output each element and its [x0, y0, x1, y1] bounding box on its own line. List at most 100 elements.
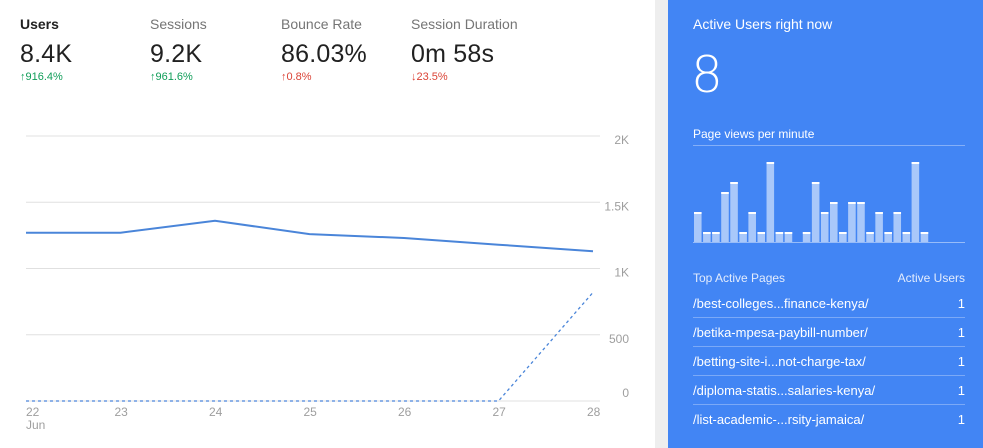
pageview-bar: [775, 232, 784, 242]
pageview-bar: [893, 212, 902, 242]
pageviews-bar-chart: [694, 162, 929, 242]
x-tick-label: 24: [209, 405, 223, 419]
y-tick-label: 2K: [614, 133, 629, 147]
pageview-bar: [712, 232, 720, 242]
page-path-link[interactable]: /list-academic-...rsity-jamaica/: [693, 412, 865, 427]
pageview-bar: [730, 182, 738, 242]
pageview-bar-cap: [920, 232, 929, 234]
x-tick-label: 23: [115, 405, 129, 419]
pageview-bar-cap: [748, 212, 756, 214]
metric-value: 8.4K: [20, 40, 73, 68]
y-tick-label: 1K: [614, 266, 629, 280]
pageview-bar-cap: [811, 182, 820, 184]
panel-divider: [655, 0, 668, 448]
pageview-bar-cap: [775, 232, 784, 234]
x-tick-label: 22: [26, 405, 40, 419]
x-tick-label: 28: [587, 405, 601, 419]
page-path-link[interactable]: /best-colleges...finance-kenya/: [693, 295, 869, 311]
pageview-bar-cap: [893, 212, 902, 214]
active-users-count: 8: [691, 46, 723, 104]
pageview-bar: [884, 232, 892, 242]
arrow-up-icon: ↑: [20, 71, 26, 83]
pageview-bar-cap: [830, 202, 838, 204]
x-tick-label: 25: [304, 405, 318, 419]
list-item[interactable]: /diploma-statis...salaries-kenya/1: [693, 376, 965, 405]
pageview-bar: [784, 232, 793, 242]
metric-value: 0m 58s: [411, 40, 495, 68]
pageview-bar: [911, 162, 920, 242]
pageview-bar: [875, 212, 883, 242]
pageview-bar: [839, 232, 847, 242]
top-pages-list: /best-colleges...finance-kenya/1 /betika…: [693, 289, 965, 434]
metric-tab-sessions[interactable]: Sessions 9.2K ↑961.6%: [150, 16, 275, 83]
y-tick-label: 500: [609, 332, 629, 346]
pageviews-title: Page views per minute: [693, 127, 815, 141]
audience-overview-panel: Users 8.4K ↑916.4% Sessions 9.2K ↑961.6%…: [20, 16, 630, 432]
users-line-chart: 2K 1.5K 1K 500 0 22 23 24 25 26 27 28 Jun: [26, 133, 629, 432]
list-item[interactable]: /betika-mpesa-paybill-number/1: [693, 318, 965, 347]
metric-change: ↑0.8%: [281, 71, 312, 83]
metric-value: 86.03%: [281, 40, 367, 68]
pageview-bar-cap: [820, 212, 829, 214]
pageview-bar-cap: [875, 212, 883, 214]
page-users: 1: [957, 382, 965, 398]
metric-label: Session Duration: [411, 16, 518, 32]
x-tick-label: 27: [493, 405, 507, 419]
pageview-bar-cap: [739, 232, 747, 234]
pageview-bar-cap: [848, 202, 856, 204]
pageview-bar-cap: [757, 232, 766, 234]
pageview-bar-cap: [902, 232, 911, 234]
arrow-down-icon: ↓: [411, 71, 417, 83]
pageview-bar: [757, 232, 766, 242]
pageview-bar: [739, 232, 747, 242]
series-line-previous: [26, 291, 594, 402]
page-users: 1: [957, 353, 965, 369]
list-item[interactable]: /best-colleges...finance-kenya/1: [693, 289, 965, 318]
realtime-panel[interactable]: Active Users right now 8 Page views per …: [668, 0, 983, 448]
metric-change: ↓23.5%: [411, 71, 448, 83]
pageview-bar-cap: [703, 232, 711, 234]
pageview-bar: [902, 232, 911, 242]
pageviews-baseline: [693, 242, 965, 243]
page-users: 1: [957, 324, 965, 340]
pageview-bar: [830, 202, 838, 242]
list-item[interactable]: /list-academic-...rsity-jamaica/1: [693, 405, 965, 434]
top-pages-header: Top Active Pages Active Users: [693, 271, 965, 285]
header-users: Active Users: [897, 271, 965, 285]
pageview-bar: [748, 212, 756, 242]
metric-label: Bounce Rate: [281, 16, 362, 32]
page-path-link[interactable]: /betika-mpesa-paybill-number/: [693, 324, 868, 340]
metric-change: ↑961.6%: [150, 71, 193, 83]
pageview-bar-cap: [766, 162, 775, 164]
metric-value: 9.2K: [150, 40, 203, 68]
metric-tab-users[interactable]: Users 8.4K ↑916.4%: [20, 16, 145, 83]
metric-tab-bounce-rate[interactable]: Bounce Rate 86.03% ↑0.8%: [281, 16, 406, 83]
y-tick-label: 0: [622, 386, 629, 400]
pageview-bar: [920, 232, 929, 242]
page-users: 1: [957, 295, 965, 311]
pageview-bar-cap: [884, 232, 892, 234]
pageview-bar-cap: [911, 162, 920, 164]
pageview-bar-cap: [730, 182, 738, 184]
metric-tab-session-duration[interactable]: Session Duration 0m 58s ↓23.5%: [411, 16, 561, 83]
pageview-bar: [703, 232, 711, 242]
page-path-link[interactable]: /diploma-statis...salaries-kenya/: [693, 382, 876, 398]
metric-label: Sessions: [150, 16, 207, 32]
header-page: Top Active Pages: [693, 271, 786, 285]
pageview-bar-cap: [866, 232, 874, 234]
pageview-bar-cap: [721, 192, 729, 194]
list-item[interactable]: /betting-site-i...not-charge-tax/1: [693, 347, 965, 376]
pageview-bar: [820, 212, 829, 242]
pageview-bar-cap: [694, 212, 702, 214]
pageview-bar-cap: [857, 202, 865, 204]
pageview-bar: [694, 212, 702, 242]
metric-label: Users: [20, 16, 59, 32]
pageview-bar-cap: [839, 232, 847, 234]
page-path-link[interactable]: /betting-site-i...not-charge-tax/: [693, 353, 866, 369]
arrow-up-icon: ↑: [281, 71, 287, 83]
page-users: 1: [957, 412, 965, 427]
pageview-bar-cap: [712, 232, 720, 234]
pageview-bar-cap: [802, 232, 811, 234]
arrow-up-icon: ↑: [150, 71, 156, 83]
pageview-bar: [721, 192, 729, 242]
